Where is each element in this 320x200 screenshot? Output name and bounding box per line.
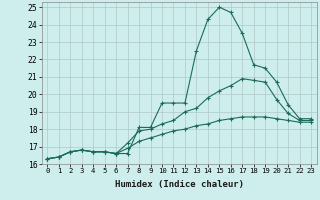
X-axis label: Humidex (Indice chaleur): Humidex (Indice chaleur): [115, 180, 244, 189]
